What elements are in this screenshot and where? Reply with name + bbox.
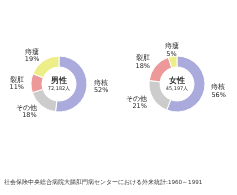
html-text:社会保険中央総合病院大腸肛門病センターにおける外来統計:19: 社会保険中央総合病院大腸肛門病センターにおける外来統計:1960～1991 — [4, 179, 203, 185]
html-text:男性: 男性 — [51, 75, 67, 85]
svg-text:痔瘻5%: 痔瘻5% — [165, 42, 179, 57]
svg-text:痔核52%: 痔核52% — [94, 79, 108, 94]
svg-text:痔瘻19%: 痔瘻19% — [25, 48, 39, 63]
svg-text:裂肛18%: 裂肛18% — [136, 54, 150, 69]
html-text:女性: 女性 — [169, 75, 185, 85]
html-text:45,197人: 45,197人 — [165, 84, 189, 91]
html-text:72,182人: 72,182人 — [47, 84, 71, 91]
svg-text:その他18%: その他18% — [16, 104, 37, 119]
svg-text:その他21%: その他21% — [126, 95, 147, 110]
svg-text:裂肛11%: 裂肛11% — [10, 76, 24, 91]
svg-text:痔核56%: 痔核56% — [211, 83, 225, 98]
